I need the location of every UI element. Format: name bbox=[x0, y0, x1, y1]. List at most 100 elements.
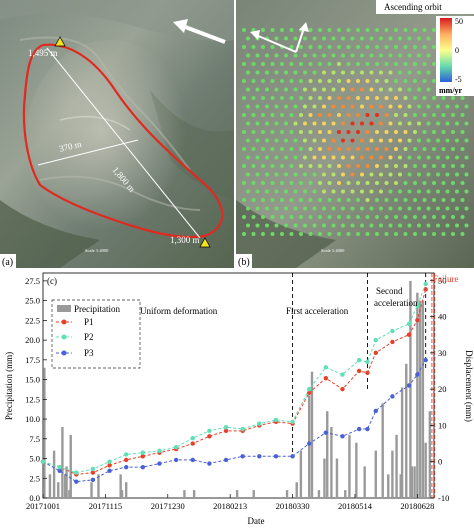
point-p1 bbox=[107, 463, 112, 468]
insar-point bbox=[270, 147, 275, 151]
insar-point bbox=[388, 189, 393, 194]
insar-point bbox=[265, 53, 269, 58]
point-p1 bbox=[406, 332, 412, 337]
point-p3 bbox=[74, 479, 79, 484]
insar-point bbox=[356, 113, 360, 117]
insar-point bbox=[346, 62, 351, 66]
insar-point bbox=[445, 206, 450, 211]
insar-point bbox=[413, 62, 417, 66]
insar-point bbox=[422, 96, 427, 100]
insar-point bbox=[403, 147, 408, 151]
insar-point bbox=[318, 147, 322, 151]
precipitation-bars bbox=[43, 280, 432, 498]
annotation-failure: Failure bbox=[433, 274, 459, 284]
insar-point bbox=[246, 53, 250, 58]
insar-point bbox=[251, 215, 256, 219]
insar-point bbox=[464, 104, 469, 109]
insar-point bbox=[318, 96, 322, 100]
insar-point bbox=[318, 45, 322, 49]
insar-point bbox=[303, 172, 307, 177]
insar-point bbox=[337, 232, 341, 236]
insar-point bbox=[384, 113, 389, 117]
insar-point bbox=[379, 104, 383, 109]
point-p2 bbox=[123, 452, 129, 457]
precip-bar bbox=[424, 442, 427, 498]
insar-point bbox=[384, 147, 389, 151]
insar-point bbox=[331, 87, 336, 92]
insar-point bbox=[337, 164, 341, 168]
insar-point bbox=[251, 164, 256, 168]
insar-point bbox=[384, 198, 389, 202]
insar-point bbox=[451, 232, 455, 236]
y-left-tick: 22.5 bbox=[25, 315, 40, 325]
point-p2 bbox=[74, 470, 79, 475]
insar-point bbox=[242, 79, 246, 83]
insar-point bbox=[274, 36, 279, 41]
insar-point bbox=[289, 79, 294, 83]
insar-point bbox=[432, 164, 436, 168]
insar-point bbox=[375, 45, 379, 49]
annotation-first: First acceleration bbox=[286, 306, 349, 316]
insar-point bbox=[337, 147, 341, 151]
insar-point bbox=[337, 28, 341, 32]
insar-point bbox=[375, 62, 379, 66]
insar-point bbox=[432, 96, 436, 100]
panel-b-label: (b) bbox=[238, 257, 250, 268]
insar-point bbox=[308, 130, 313, 134]
point-p3 bbox=[323, 430, 329, 435]
insar-point bbox=[417, 172, 421, 177]
insar-point bbox=[327, 198, 332, 202]
insar-point bbox=[369, 223, 374, 228]
scale-text: Scale 1:4000 bbox=[321, 248, 345, 253]
precip-bar bbox=[308, 395, 311, 498]
insar-point bbox=[422, 147, 427, 151]
insar-point bbox=[369, 189, 374, 194]
map-a-image: 1,800 m 370 m 1,495 m 1,300 m Scale 1:40… bbox=[0, 0, 234, 268]
y-left-label: Precipitation (mm) bbox=[4, 352, 14, 420]
precip-bar bbox=[391, 450, 394, 498]
insar-point bbox=[274, 70, 279, 75]
point-p1 bbox=[190, 441, 195, 446]
insar-point bbox=[365, 198, 370, 202]
legend-p3-marker bbox=[61, 350, 67, 356]
insar-point bbox=[388, 206, 393, 211]
point-p1 bbox=[123, 457, 129, 463]
point-p1 bbox=[340, 386, 345, 392]
insar-point bbox=[312, 104, 317, 109]
insar-point bbox=[464, 223, 469, 228]
insar-point bbox=[331, 36, 336, 41]
insar-point bbox=[346, 147, 351, 151]
insar-point bbox=[369, 70, 374, 75]
point-p2 bbox=[423, 281, 428, 287]
insar-point bbox=[255, 121, 260, 126]
insar-point bbox=[318, 198, 322, 202]
insar-point bbox=[242, 181, 246, 185]
insar-point bbox=[375, 113, 379, 117]
legend-precip: Precipitation bbox=[74, 304, 120, 314]
insar-point bbox=[365, 147, 370, 151]
insar-point bbox=[407, 172, 412, 177]
insar-point bbox=[337, 96, 341, 100]
insar-point bbox=[403, 198, 408, 202]
insar-point bbox=[341, 121, 345, 126]
insar-point bbox=[441, 96, 446, 100]
insar-point bbox=[379, 36, 383, 41]
insar-point bbox=[426, 155, 431, 160]
insar-point bbox=[346, 181, 351, 185]
insar-point bbox=[246, 223, 250, 228]
insar-point bbox=[255, 155, 260, 160]
insar-point bbox=[242, 113, 246, 117]
insar-point bbox=[341, 104, 345, 109]
insar-point bbox=[341, 70, 345, 75]
insar-point bbox=[426, 87, 431, 92]
insar-point bbox=[284, 206, 288, 211]
insar-point bbox=[422, 181, 427, 185]
insar-point bbox=[312, 87, 317, 92]
precip-bar bbox=[421, 300, 425, 498]
insar-point bbox=[441, 198, 446, 202]
insar-point bbox=[289, 215, 294, 219]
insar-point bbox=[293, 172, 298, 177]
insar-point bbox=[350, 223, 355, 228]
annotation-second-1: Second bbox=[376, 286, 403, 296]
plot-frame bbox=[42, 272, 435, 499]
